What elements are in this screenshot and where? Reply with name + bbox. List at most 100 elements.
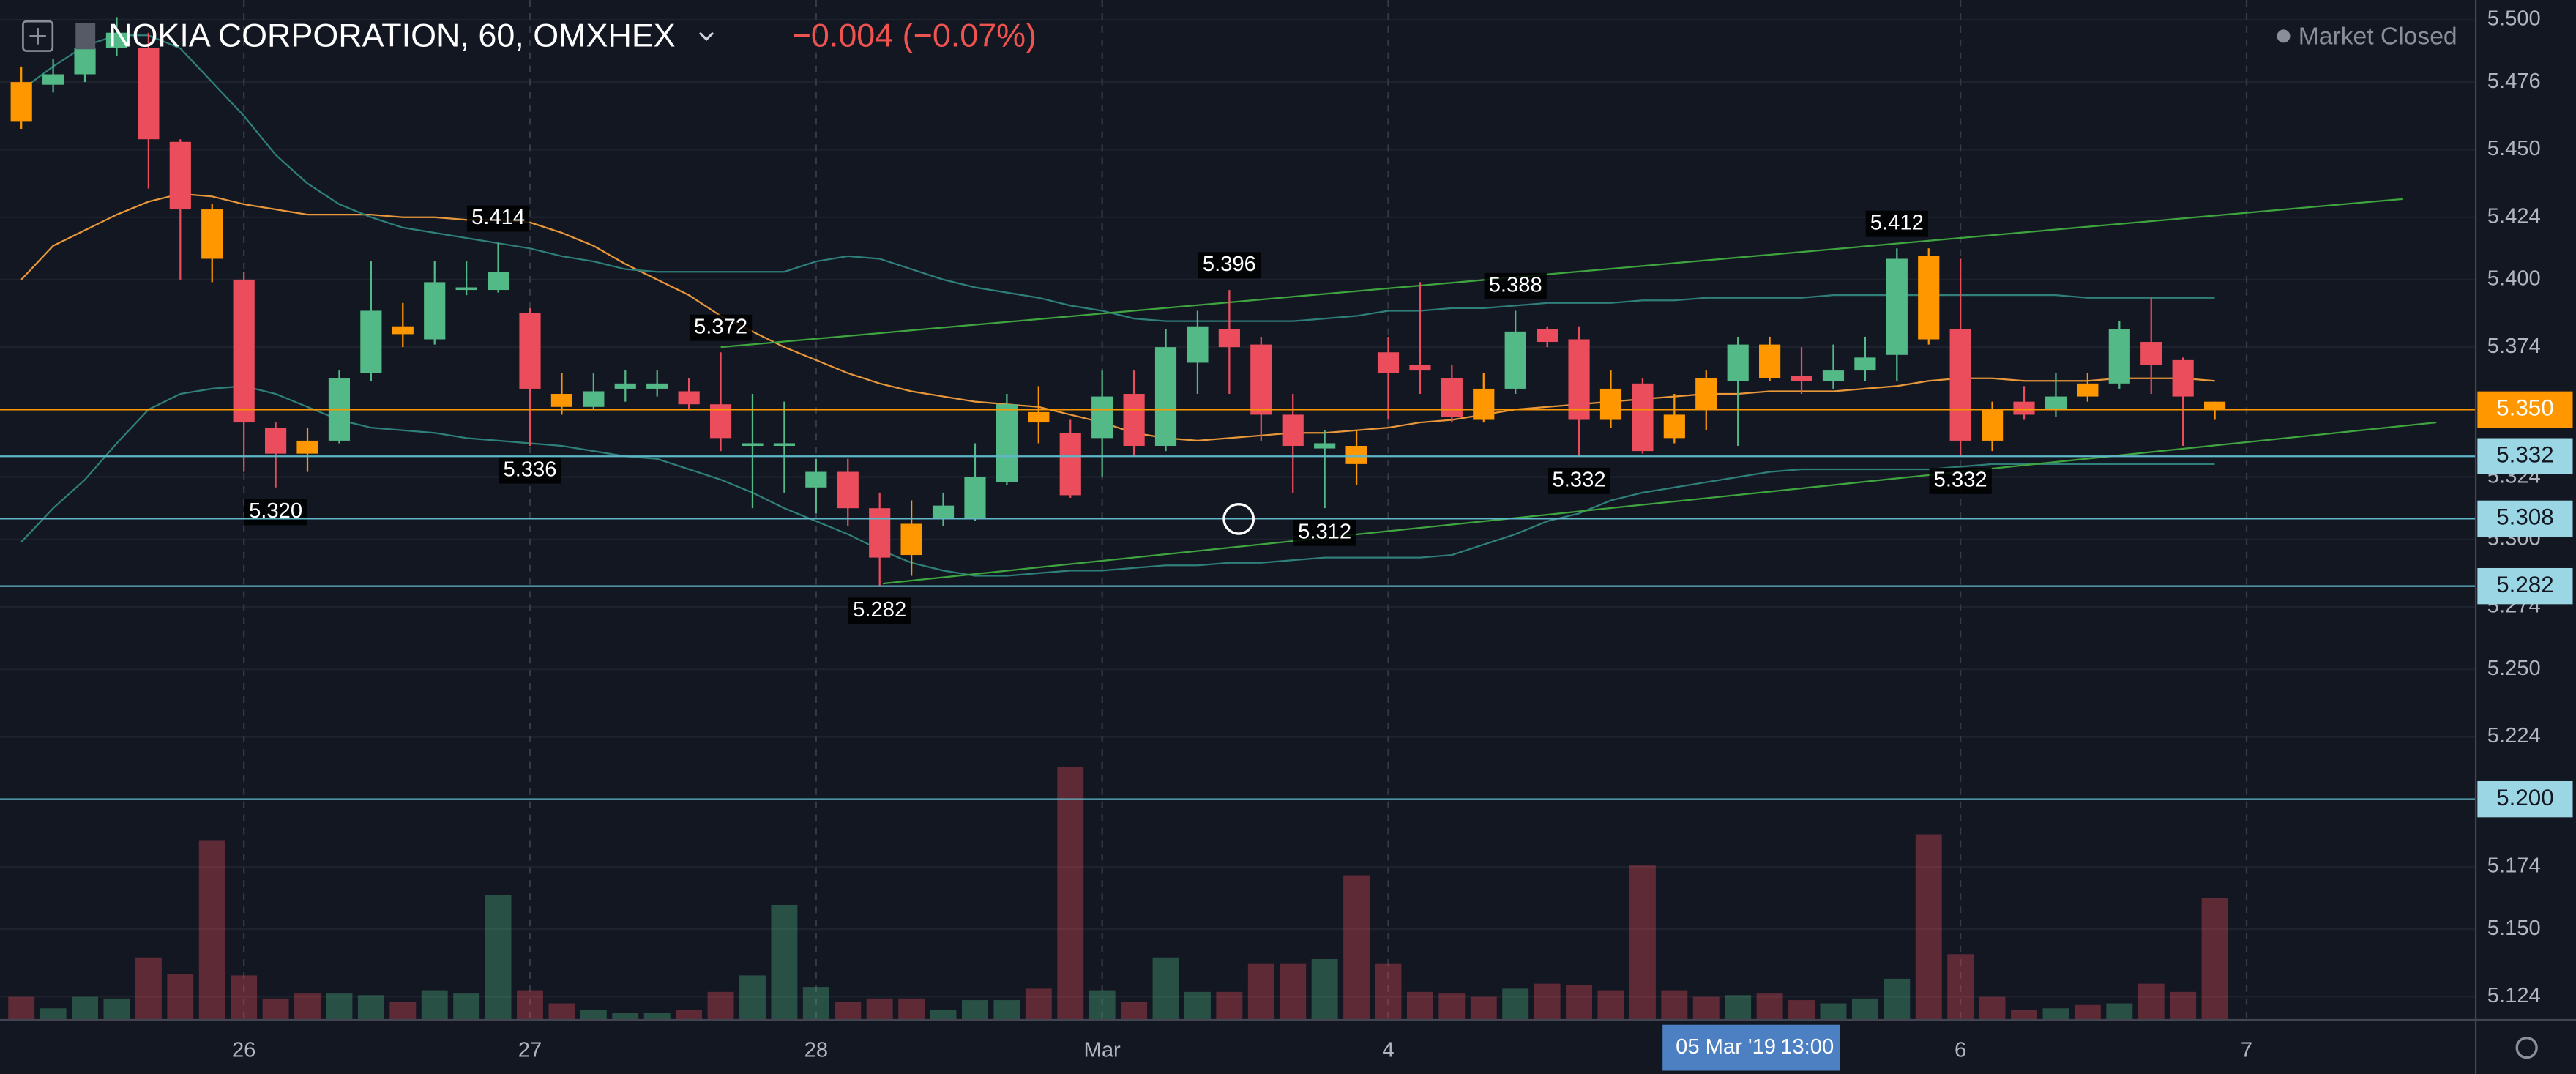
volume-bar — [612, 1013, 639, 1020]
candle-body — [1154, 347, 1177, 447]
volume-bar — [835, 1002, 862, 1020]
price-label-bg — [1865, 210, 1928, 237]
candle-body — [1982, 409, 2004, 441]
candle-body — [1059, 433, 1081, 496]
price-label: 5.336 — [504, 458, 557, 481]
price-label: 5.396 — [1203, 253, 1256, 276]
candle-body — [1695, 378, 1717, 410]
y-tick-label: 5.450 — [2487, 137, 2541, 160]
volume-bar — [739, 975, 766, 1020]
price-label-bg — [1929, 467, 1992, 494]
volume-bar — [1152, 957, 1179, 1020]
candle-body — [964, 477, 986, 519]
volume-bar — [1089, 990, 1116, 1020]
volume-bar — [294, 993, 321, 1020]
candle-body — [392, 326, 414, 335]
axis-layer: 5.5005.4765.4505.4245.4005.3745.3505.324… — [232, 7, 2573, 1062]
volume-bar — [1057, 767, 1084, 1020]
volume-bar — [676, 1010, 703, 1020]
candle-body — [519, 313, 541, 389]
candle-body — [869, 508, 891, 558]
candle-body — [2045, 396, 2067, 410]
y-tick-label: 5.250 — [2487, 657, 2541, 680]
level-label: 5.282 — [2496, 572, 2554, 597]
last-price-label: 5.350 — [2496, 395, 2554, 421]
y-tick-label: 5.124 — [2487, 984, 2541, 1007]
candle-body — [1250, 344, 1272, 415]
volume-bar — [1756, 993, 1783, 1020]
volume-bar — [485, 895, 512, 1020]
volume-bar — [771, 904, 798, 1020]
x-tick-label: Mar — [1084, 1038, 1121, 1062]
candle-body — [2140, 342, 2162, 365]
candle-body — [2013, 401, 2035, 415]
volume-bar — [1502, 988, 1529, 1020]
candle-body — [1441, 378, 1463, 417]
flag-icon[interactable] — [75, 23, 96, 50]
volume-bar — [389, 1002, 417, 1020]
candle-body — [1599, 388, 1622, 420]
level-box — [2477, 438, 2573, 474]
volume-bar — [262, 998, 289, 1020]
candle-body — [265, 428, 287, 454]
x-tick-label: 26 — [232, 1038, 255, 1062]
volume-bar — [643, 1013, 671, 1020]
volume-bar — [1692, 996, 1720, 1020]
candle-body — [742, 443, 764, 447]
crosshair-time-box — [1662, 1024, 1840, 1071]
candle-body — [1409, 365, 1431, 371]
volume-bar — [1725, 995, 1752, 1020]
y-tick-label: 5.224 — [2487, 724, 2541, 747]
volume-bar — [2138, 983, 2165, 1020]
price-label-bg — [499, 457, 561, 484]
y-tick-label: 5.150 — [2487, 917, 2541, 940]
add-icon-cross — [29, 28, 46, 45]
volume-bar — [1788, 1000, 1815, 1020]
volume-bar — [866, 998, 893, 1020]
volume-bar — [2042, 1008, 2069, 1020]
price-label-bg — [244, 499, 307, 526]
candle-body — [932, 505, 955, 519]
volume-bar — [1884, 978, 1911, 1020]
candle-body — [1187, 326, 1209, 363]
crosshair-date: 05 Mar '19 — [1676, 1035, 1776, 1059]
level-box — [2477, 567, 2573, 605]
candle-body — [1663, 414, 1685, 439]
y-tick-label: 5.500 — [2487, 7, 2541, 31]
volume-bar — [707, 991, 734, 1020]
candle-body — [1314, 443, 1336, 449]
price-label: 5.312 — [1298, 521, 1351, 544]
candle-body — [773, 443, 795, 447]
volume-bar — [198, 840, 225, 1020]
candle-body — [360, 310, 382, 373]
candle-body — [138, 48, 160, 140]
y-tick-label: 5.424 — [2487, 204, 2541, 228]
candle-body — [424, 282, 446, 340]
volume-bar — [1629, 865, 1656, 1020]
candle-body — [1822, 370, 1845, 381]
symbol-dropdown[interactable] — [698, 31, 714, 42]
y-tick-label: 5.476 — [2487, 70, 2541, 93]
volume-bar — [1820, 1003, 1847, 1020]
volume-bar — [357, 995, 384, 1020]
last-price-box — [2477, 391, 2573, 428]
settings-icon[interactable] — [2515, 1036, 2538, 1059]
candle-body — [1537, 329, 1558, 343]
level-label: 5.200 — [2496, 785, 2554, 810]
volume-bar — [2074, 1004, 2101, 1020]
level-label: 5.308 — [2496, 504, 2554, 530]
volume-bar — [453, 993, 480, 1020]
indicator-line — [20, 34, 2215, 322]
x-tick-label: 27 — [518, 1038, 542, 1062]
candle-body — [1854, 357, 1876, 371]
candle-body — [1473, 388, 1495, 420]
add-icon[interactable] — [22, 20, 54, 52]
level-box — [2477, 500, 2573, 537]
price-label: 5.412 — [1870, 211, 1924, 234]
volume-bar — [548, 1003, 575, 1020]
candle-body — [455, 287, 477, 291]
level-box — [2477, 780, 2573, 818]
candle-body — [805, 471, 827, 488]
volume-bar — [2106, 1003, 2133, 1020]
trend-line — [720, 198, 2403, 348]
